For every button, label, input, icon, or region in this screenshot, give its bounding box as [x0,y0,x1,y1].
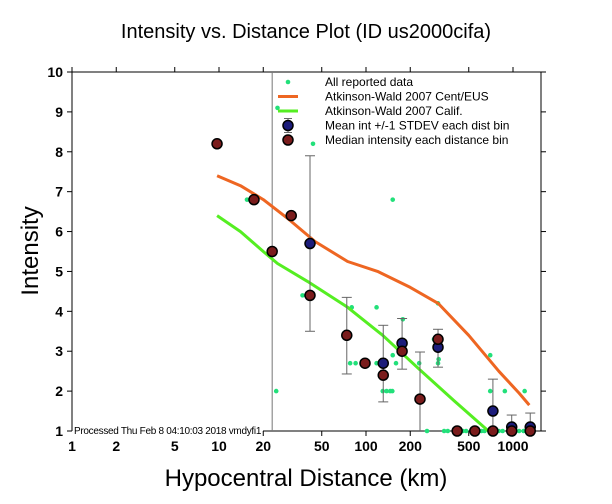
y-tick-label: 9 [55,104,63,120]
y-tick-label: 8 [55,144,63,160]
calif-curve [216,214,490,433]
data-point [244,197,250,202]
legend-item: All reported data [285,75,413,89]
x-tick-label: 10 [211,438,227,454]
x-tick-label: 2 [112,438,120,454]
median-point [248,193,260,206]
plot-area [211,72,536,437]
data-point [463,428,469,434]
y-tick-label: 2 [55,383,63,399]
legend-item: Mean int +/-1 STDEV each dist bin [282,118,509,133]
legend-label: All reported data [325,75,413,89]
y-tick-label: 5 [55,263,63,279]
median-point [469,425,481,437]
x-tick-label: 200 [399,438,423,454]
mean-point [304,237,316,250]
legend-label: Median intensity each distance bin [325,133,508,147]
data-point [441,428,447,434]
mean-point [487,405,499,417]
x-tick-label: 5 [171,438,179,454]
x-tick-label: 1000 [497,438,528,454]
data-point [500,428,505,434]
median-point [304,289,316,302]
x-tick-label: 1 [68,438,76,454]
legend-median-icon [282,134,294,146]
axes: 1 2 5 10 20 50 100 200 500 1000 1 2 3 4 5 6 7 8 9 10 [47,64,546,454]
data-point [374,305,379,310]
data-point [273,388,279,394]
y-tick-label: 4 [55,303,63,319]
legend-dot-icon [285,79,291,85]
x-tick-label: 50 [314,438,330,454]
data-point [487,352,493,358]
median-point [341,329,353,342]
data-point [487,388,493,394]
y-tick-label: 10 [47,64,63,80]
median-point [414,393,426,405]
legend-item: Median intensity each distance bin [282,133,508,147]
median-point [266,245,278,258]
median-point [432,333,444,346]
data-point [390,388,395,394]
data-point [516,428,522,434]
median-point [377,369,389,381]
data-point [445,428,451,434]
data-point [393,360,399,366]
data-point [400,317,406,322]
y-tick-label: 6 [55,224,63,240]
legend-label: Atkinson-Wald 2007 Calif. [325,104,463,118]
legend-label: Mean int +/-1 STDEV each dist bin [325,119,509,133]
data-point [416,360,422,366]
data-point [353,360,358,366]
legend-mean-icon [282,119,294,132]
data-point [436,356,441,362]
chart-title: Intensity vs. Distance Plot (ID us2000ci… [121,21,491,43]
data-point [347,360,353,366]
data-point [275,105,280,111]
data-point [384,388,389,394]
data-point [300,293,305,298]
legend-label: Atkinson-Wald 2007 Cent/EUS [325,90,489,104]
y-axis-label: Intensity [17,206,44,295]
median-point [505,425,518,437]
data-point [310,141,316,147]
x-axis-label: Hypocentral Distance (km) [165,465,448,492]
median-point [396,345,408,357]
data-point [424,428,430,434]
median-point [211,138,223,150]
median-point [451,425,463,437]
data-point [390,197,396,202]
data-point [522,388,527,394]
legend-item: Atkinson-Wald 2007 Calif. [278,104,463,118]
median-point [285,209,297,222]
x-tick-label: 500 [457,438,481,454]
x-tick-label: 100 [354,438,378,454]
cent-eus-curve [216,174,531,407]
median-point [487,425,499,437]
y-tick-label: 7 [55,184,63,200]
y-tick-label: 1 [55,423,63,439]
x-tick-label: 20 [255,438,271,454]
data-point [390,352,396,358]
y-tick-label: 3 [55,343,63,359]
median-point [524,425,536,437]
legend-item: Atkinson-Wald 2007 Cent/EUS [278,90,489,104]
processed-footnote: Processed Thu Feb 8 04:10:03 2018 vmdyfi… [74,426,262,437]
median-point [359,357,371,369]
data-point [502,388,508,394]
mean-point [377,357,389,369]
